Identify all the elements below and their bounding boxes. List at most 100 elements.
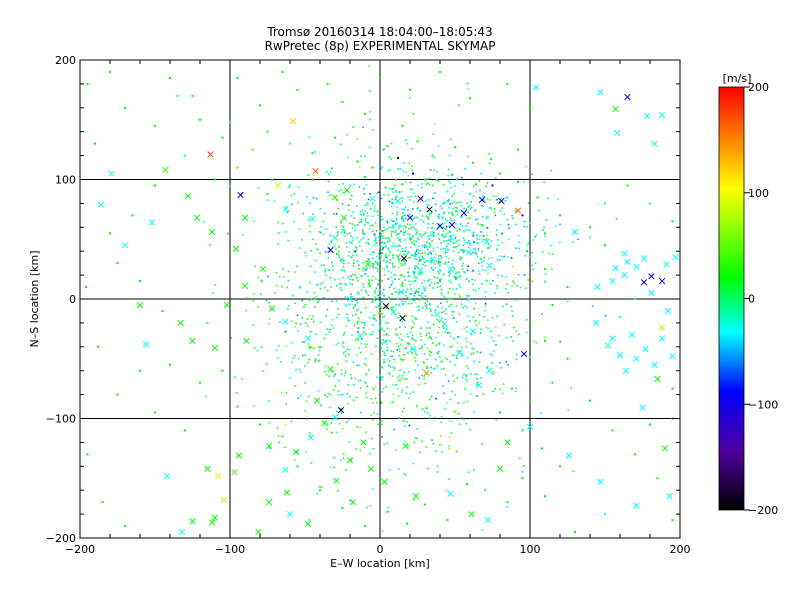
data-point	[421, 183, 423, 185]
data-point	[352, 314, 354, 317]
data-point	[317, 360, 320, 362]
y-tick-label: 0	[69, 293, 76, 306]
data-point	[375, 229, 378, 232]
colorbar-tick-label: 100	[748, 187, 769, 200]
data-point	[442, 230, 445, 233]
data-point	[479, 189, 481, 192]
data-point	[262, 370, 264, 372]
data-point	[480, 257, 483, 260]
data-point	[512, 265, 514, 268]
data-point	[277, 243, 280, 246]
data-point	[458, 271, 461, 274]
data-point	[671, 519, 674, 522]
data-point	[466, 295, 469, 297]
data-point	[308, 345, 311, 348]
data-point	[293, 271, 296, 273]
data-point	[342, 226, 344, 229]
data-point	[346, 232, 349, 235]
data-point	[430, 366, 432, 369]
data-point	[392, 227, 395, 230]
data-point	[484, 295, 487, 298]
data-point	[488, 162, 491, 165]
data-point	[428, 246, 431, 248]
data-point	[438, 272, 440, 275]
data-point	[376, 262, 379, 265]
data-point	[517, 234, 520, 237]
data-point	[431, 184, 434, 187]
data-point	[356, 299, 358, 301]
data-point	[369, 118, 371, 121]
data-point	[418, 256, 420, 259]
data-point	[401, 264, 404, 267]
data-point	[421, 292, 423, 295]
data-point	[416, 230, 419, 232]
data-point	[361, 209, 364, 212]
data-point	[399, 374, 401, 377]
data-point	[550, 244, 553, 247]
data-point	[410, 254, 413, 256]
data-point	[284, 424, 287, 426]
data-point	[452, 375, 455, 377]
data-point	[351, 254, 354, 257]
data-point	[309, 231, 312, 233]
data-point	[316, 284, 318, 286]
data-point	[413, 294, 416, 297]
data-point	[353, 259, 356, 262]
x-tick-label: 100	[520, 543, 541, 556]
data-point	[392, 400, 395, 403]
data-point	[511, 387, 513, 390]
data-point	[411, 337, 413, 339]
data-point	[451, 298, 453, 300]
data-point	[447, 331, 449, 334]
data-point	[487, 247, 490, 250]
data-point	[471, 346, 474, 349]
data-point	[472, 235, 474, 237]
data-point	[460, 215, 462, 218]
data-point	[448, 154, 451, 157]
data-point	[345, 360, 348, 363]
data-point	[268, 421, 271, 424]
data-point	[456, 177, 459, 180]
data-point	[304, 410, 307, 412]
data-point	[313, 397, 321, 404]
data-point	[461, 346, 463, 349]
data-point	[358, 241, 360, 243]
data-point	[476, 255, 479, 258]
data-point	[281, 70, 284, 73]
data-point	[268, 447, 271, 449]
data-point	[362, 283, 364, 285]
data-point	[414, 265, 416, 267]
data-point	[628, 331, 636, 339]
data-point	[357, 320, 359, 323]
data-point	[306, 418, 308, 420]
data-point	[448, 221, 456, 229]
data-point	[383, 352, 386, 354]
data-point	[401, 281, 404, 284]
data-point	[416, 437, 418, 440]
data-point	[459, 274, 461, 277]
data-point	[335, 253, 338, 256]
data-point	[402, 442, 409, 450]
data-point	[343, 375, 346, 377]
data-point	[316, 492, 319, 495]
data-point	[293, 459, 296, 462]
data-point	[513, 326, 515, 329]
data-point	[265, 299, 268, 302]
data-point	[398, 347, 401, 350]
data-point	[440, 319, 443, 321]
data-point	[372, 275, 374, 278]
data-point	[566, 357, 569, 360]
data-point	[368, 261, 371, 263]
data-point	[350, 242, 352, 244]
data-point	[345, 242, 348, 244]
data-point	[470, 353, 472, 355]
data-point	[277, 221, 280, 224]
data-point	[447, 200, 449, 202]
data-point	[438, 279, 441, 281]
data-point	[376, 210, 379, 213]
data-point	[94, 142, 96, 145]
data-point	[378, 357, 381, 360]
data-point	[252, 324, 255, 326]
data-point	[443, 273, 445, 275]
data-point	[451, 173, 453, 176]
